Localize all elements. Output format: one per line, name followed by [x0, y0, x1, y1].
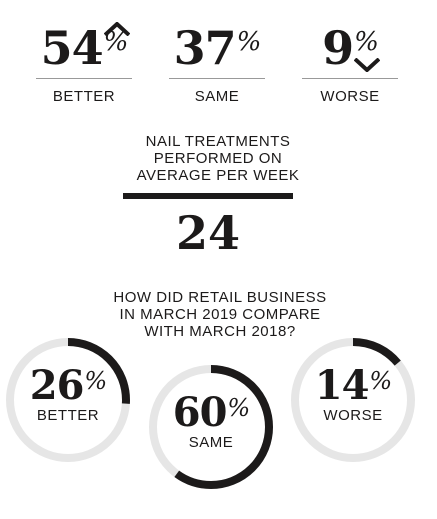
retail-donut-same-ring: [149, 365, 273, 489]
stat-worse: 9% WORSE: [302, 14, 398, 110]
retail-donut-worse: 14% WORSE: [290, 337, 416, 463]
nail-heading-line-3: AVERAGE PER WEEK: [136, 167, 300, 184]
stat-same-value: 37: [173, 21, 237, 75]
stat-same-unit: %: [236, 27, 262, 57]
stat-better-value: 54: [40, 21, 104, 75]
stat-better-label: BETTER: [52, 88, 116, 105]
donut-arc-same: [149, 365, 273, 489]
retail-donut-better: 26% BETTER: [5, 337, 131, 463]
stat-same: 37% SAME: [169, 14, 265, 110]
nail-treatments-heading: NAIL TREATMENTS PERFORMED ON AVERAGE PER…: [88, 133, 348, 184]
stat-better: 54% BETTER: [36, 14, 132, 110]
stat-worse-value-wrap: 9%: [302, 14, 398, 76]
stat-worse-value: 9: [322, 21, 354, 75]
retail-same-label: SAME: [188, 434, 234, 451]
stat-same-value-wrap: 37%: [169, 14, 265, 76]
up-chevron-icon: [104, 22, 130, 36]
retail-donut-better-ring: [6, 338, 130, 462]
retail-donut-worse-ring: [291, 338, 415, 462]
retail-worse-value-wrap: 14%: [290, 357, 416, 410]
nail-heading-line-2: PERFORMED ON: [153, 150, 283, 167]
down-chevron-icon: [354, 58, 380, 72]
retail-same-value-wrap: 60%: [148, 384, 274, 437]
retail-worse-label: WORSE: [323, 407, 383, 424]
stat-same-label: SAME: [194, 88, 240, 105]
retail-better-label: BETTER: [36, 407, 100, 424]
stat-worse-unit: %: [354, 27, 379, 57]
stat-worse-divider: [302, 78, 398, 79]
nail-heading-line-1: NAIL TREATMENTS: [145, 133, 291, 150]
retail-better-value-wrap: 26%: [5, 357, 131, 410]
nail-divider-bar: [123, 193, 293, 199]
donut-arc-better: [6, 338, 130, 462]
stat-better-divider: [36, 78, 132, 79]
retail-heading-line-1: HOW DID RETAIL BUSINESS: [113, 289, 327, 306]
stat-same-divider: [169, 78, 265, 79]
retail-same-unit: %: [227, 394, 250, 422]
retail-question-heading: HOW DID RETAIL BUSINESS IN MARCH 2019 CO…: [60, 289, 380, 340]
retail-better-value: 26: [29, 362, 85, 409]
donut-arc-worse: [291, 338, 415, 462]
retail-heading-line-3: WITH MARCH 2018?: [144, 323, 296, 340]
retail-same-value: 60: [172, 389, 228, 436]
stat-worse-label: WORSE: [320, 88, 380, 105]
nail-treatments-value: 24: [175, 206, 240, 260]
retail-worse-unit: %: [369, 367, 392, 395]
retail-worse-value: 14: [314, 362, 370, 409]
retail-heading-line-2: IN MARCH 2019 COMPARE: [119, 306, 321, 323]
retail-better-unit: %: [84, 367, 107, 395]
retail-donut-same: 60% SAME: [148, 364, 274, 490]
